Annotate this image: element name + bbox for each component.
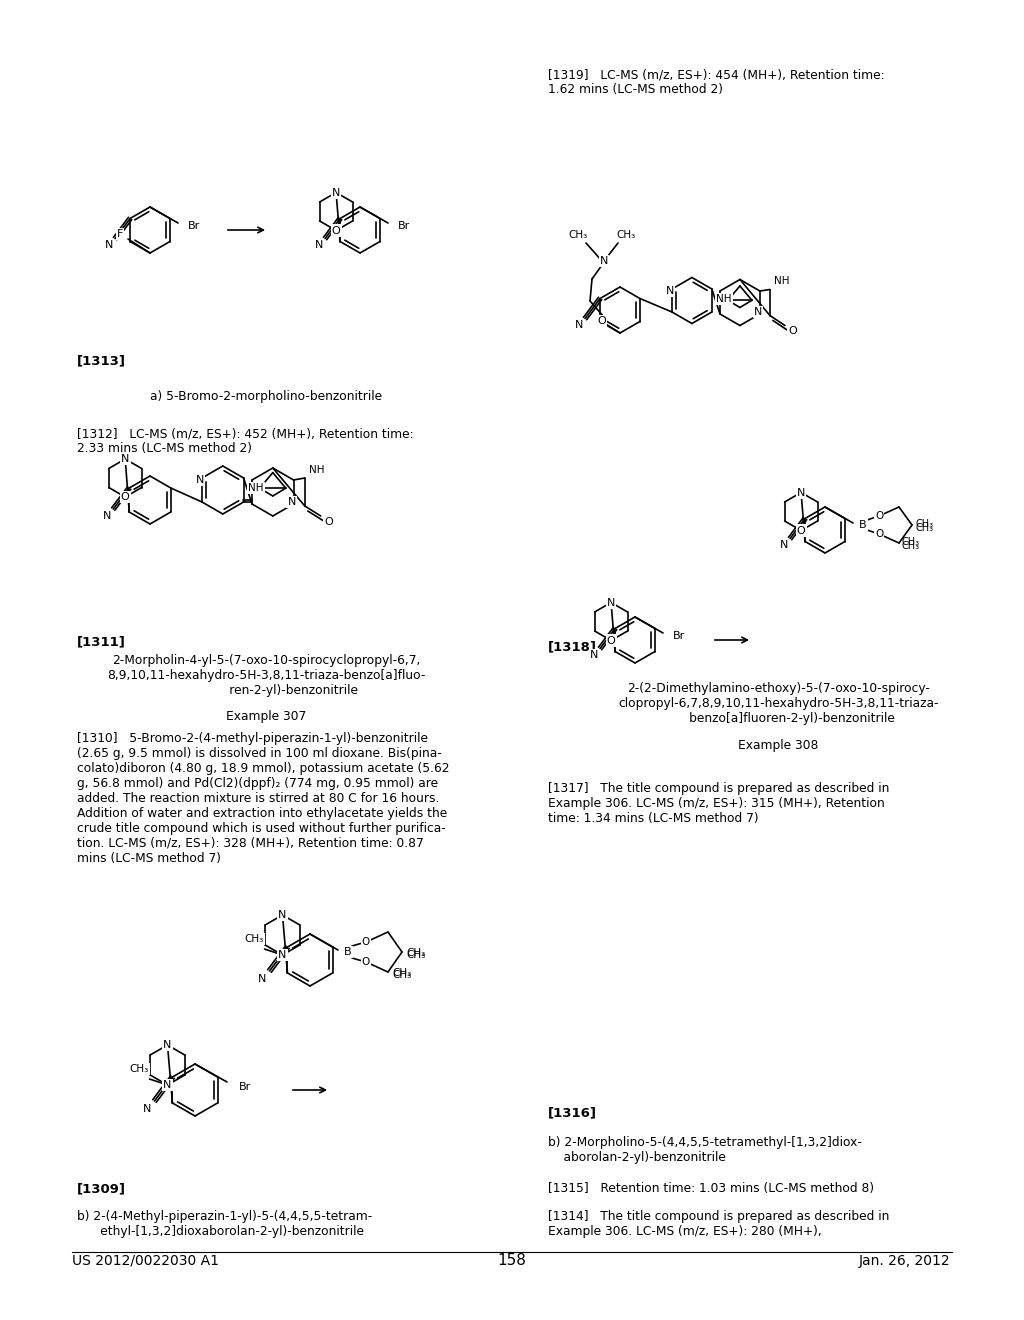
Text: [1311]: [1311] [77,635,126,648]
Text: B: B [344,946,352,957]
Text: Example 307: Example 307 [226,710,306,723]
Text: CH₃: CH₃ [915,519,933,529]
Text: O: O [598,315,606,326]
Text: CH₃: CH₃ [406,948,425,958]
Text: b) 2-Morpholino-5-(4,4,5,5-tetramethyl-[1,3,2]diox-
    aborolan-2-yl)-benzonitr: b) 2-Morpholino-5-(4,4,5,5-tetramethyl-[… [548,1137,862,1164]
Text: CH₃: CH₃ [406,950,425,960]
Text: O: O [797,525,806,536]
Text: NH: NH [248,483,264,492]
Text: N: N [258,974,266,983]
Text: 2-(2-Dimethylamino-ethoxy)-5-(7-oxo-10-spirocy-
clopropyl-6,7,8,9,10,11-hexahydr: 2-(2-Dimethylamino-ethoxy)-5-(7-oxo-10-s… [618,681,938,725]
Text: N: N [288,498,296,507]
Text: [1317]   The title compound is prepared as described in
Example 306. LC-MS (m/z,: [1317] The title compound is prepared as… [548,781,889,825]
Text: N: N [196,475,204,484]
Text: N: N [163,1040,172,1049]
Text: CH₃: CH₃ [130,1064,150,1074]
Text: O: O [361,937,370,946]
Text: Br: Br [188,220,201,231]
Text: CH₃: CH₃ [392,968,412,978]
Text: O: O [874,511,883,521]
Text: N: N [600,256,608,267]
Text: 158: 158 [498,1253,526,1269]
Text: NH: NH [716,294,732,304]
Text: [1313]: [1313] [77,354,126,367]
Text: NH: NH [309,465,325,475]
Text: [1315]   Retention time: 1.03 mins (LC-MS method 8): [1315] Retention time: 1.03 mins (LC-MS … [548,1181,873,1195]
Text: CH₃: CH₃ [245,935,264,944]
Text: F: F [117,228,123,239]
Text: N: N [754,308,762,317]
Text: O: O [332,226,340,235]
Text: B: B [859,520,866,531]
Text: N: N [607,598,615,607]
Text: N: N [279,950,287,960]
Text: O: O [874,529,883,539]
Text: CH₃: CH₃ [915,523,933,533]
Text: N: N [780,540,788,550]
Text: N: N [279,909,287,920]
Text: N: N [590,651,598,660]
Text: NH: NH [774,276,790,286]
Text: N: N [797,487,805,498]
Text: a) 5-Bromo-2-morpholino-benzonitrile: a) 5-Bromo-2-morpholino-benzonitrile [151,389,382,403]
Text: N: N [574,321,584,330]
Text: N: N [163,1080,172,1090]
Text: CH₃: CH₃ [902,537,921,546]
Text: CH₃: CH₃ [902,541,921,550]
Text: Example 308: Example 308 [738,739,818,752]
Text: O: O [121,492,130,502]
Text: N: N [666,286,674,296]
Text: Br: Br [239,1082,251,1092]
Text: O: O [325,517,333,527]
Text: CH₃: CH₃ [568,230,588,240]
Text: N: N [143,1104,152,1114]
Text: [1310]   5-Bromo-2-(4-methyl-piperazin-1-yl)-benzonitrile
(2.65 g, 9.5 mmol) is : [1310] 5-Bromo-2-(4-methyl-piperazin-1-y… [77,731,450,865]
Text: [1312]   LC-MS (m/z, ES+): 452 (MH+), Retention time:
2.33 mins (LC-MS method 2): [1312] LC-MS (m/z, ES+): 452 (MH+), Rete… [77,428,414,455]
Text: [1318]: [1318] [548,640,597,653]
Text: Jan. 26, 2012: Jan. 26, 2012 [858,1254,950,1269]
Text: 2-Morpholin-4-yl-5-(7-oxo-10-spirocyclopropyl-6,7,
8,9,10,11-hexahydro-5H-3,8,11: 2-Morpholin-4-yl-5-(7-oxo-10-spirocyclop… [108,653,425,697]
Text: N: N [104,240,114,251]
Text: US 2012/0022030 A1: US 2012/0022030 A1 [72,1254,219,1269]
Text: N: N [121,454,129,465]
Text: N: N [332,187,340,198]
Text: [1314]   The title compound is prepared as described in
Example 306. LC-MS (m/z,: [1314] The title compound is prepared as… [548,1210,889,1238]
Text: CH₃: CH₃ [616,230,636,240]
Text: [1316]: [1316] [548,1106,597,1119]
Text: Br: Br [398,220,411,231]
Text: N: N [315,240,324,251]
Text: O: O [606,635,615,645]
Text: O: O [361,957,370,968]
Text: [1309]: [1309] [77,1183,126,1196]
Text: Br: Br [673,631,685,642]
Text: [1319]   LC-MS (m/z, ES+): 454 (MH+), Retention time:
1.62 mins (LC-MS method 2): [1319] LC-MS (m/z, ES+): 454 (MH+), Rete… [548,69,885,96]
Text: b) 2-(4-Methyl-piperazin-1-yl)-5-(4,4,5,5-tetram-
      ethyl-[1,3,2]dioxaborola: b) 2-(4-Methyl-piperazin-1-yl)-5-(4,4,5,… [77,1210,372,1238]
Text: CH₃: CH₃ [392,970,412,979]
Text: N: N [103,511,112,521]
Text: O: O [788,326,798,337]
